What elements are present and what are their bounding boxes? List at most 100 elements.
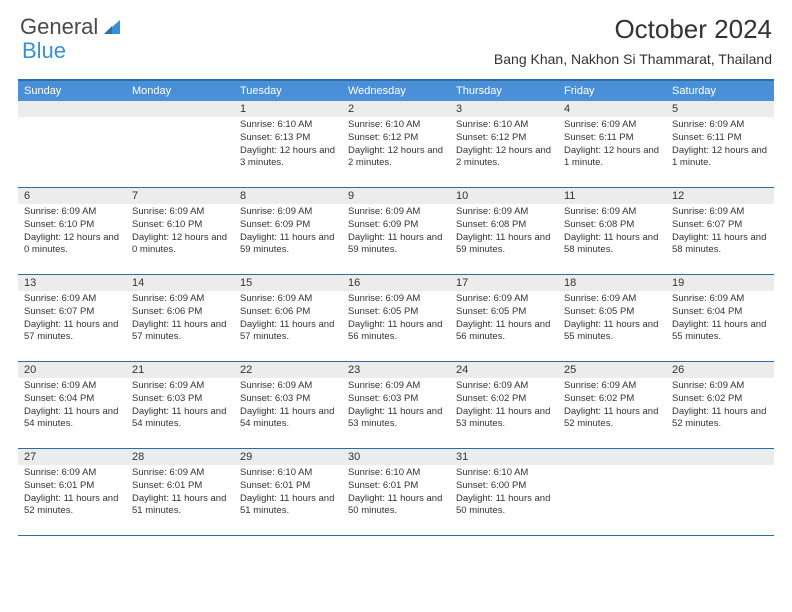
day-cell: 14Sunrise: 6:09 AMSunset: 6:06 PMDayligh… bbox=[126, 275, 234, 361]
day-cell: 24Sunrise: 6:09 AMSunset: 6:02 PMDayligh… bbox=[450, 362, 558, 448]
day-number: 28 bbox=[126, 449, 234, 465]
day-number: 20 bbox=[18, 362, 126, 378]
day-line: Sunset: 6:01 PM bbox=[348, 480, 444, 493]
day-line: Sunrise: 6:09 AM bbox=[456, 293, 552, 306]
day-line: Sunrise: 6:09 AM bbox=[672, 293, 768, 306]
day-header: Wednesday bbox=[342, 81, 450, 101]
day-line: Daylight: 11 hours and 51 minutes. bbox=[240, 493, 336, 519]
day-cell: 31Sunrise: 6:10 AMSunset: 6:00 PMDayligh… bbox=[450, 449, 558, 535]
day-number: 25 bbox=[558, 362, 666, 378]
logo: General bbox=[20, 14, 124, 40]
day-line: Sunset: 6:05 PM bbox=[564, 306, 660, 319]
day-line: Sunrise: 6:09 AM bbox=[240, 293, 336, 306]
day-line: Sunset: 6:10 PM bbox=[24, 219, 120, 232]
day-line: Daylight: 11 hours and 54 minutes. bbox=[24, 406, 120, 432]
day-line: Daylight: 11 hours and 52 minutes. bbox=[672, 406, 768, 432]
day-line: Daylight: 11 hours and 58 minutes. bbox=[672, 232, 768, 258]
day-number: 24 bbox=[450, 362, 558, 378]
day-number: 11 bbox=[558, 188, 666, 204]
day-cell: 21Sunrise: 6:09 AMSunset: 6:03 PMDayligh… bbox=[126, 362, 234, 448]
day-line: Sunrise: 6:10 AM bbox=[348, 119, 444, 132]
day-body: Sunrise: 6:10 AMSunset: 6:00 PMDaylight:… bbox=[450, 465, 558, 522]
day-line: Daylight: 11 hours and 53 minutes. bbox=[456, 406, 552, 432]
day-line: Sunrise: 6:09 AM bbox=[240, 380, 336, 393]
day-number: 3 bbox=[450, 101, 558, 117]
day-cell: 8Sunrise: 6:09 AMSunset: 6:09 PMDaylight… bbox=[234, 188, 342, 274]
day-number: 23 bbox=[342, 362, 450, 378]
day-number: 12 bbox=[666, 188, 774, 204]
day-body: Sunrise: 6:09 AMSunset: 6:11 PMDaylight:… bbox=[666, 117, 774, 174]
day-number: 13 bbox=[18, 275, 126, 291]
day-body: Sunrise: 6:09 AMSunset: 6:09 PMDaylight:… bbox=[342, 204, 450, 261]
day-line: Sunset: 6:04 PM bbox=[24, 393, 120, 406]
day-headers-row: SundayMondayTuesdayWednesdayThursdayFrid… bbox=[18, 81, 774, 101]
day-number: 10 bbox=[450, 188, 558, 204]
logo-text-1: General bbox=[20, 14, 98, 40]
day-cell: 9Sunrise: 6:09 AMSunset: 6:09 PMDaylight… bbox=[342, 188, 450, 274]
day-header: Thursday bbox=[450, 81, 558, 101]
day-number bbox=[666, 449, 774, 465]
day-line: Daylight: 11 hours and 54 minutes. bbox=[132, 406, 228, 432]
day-line: Sunset: 6:07 PM bbox=[24, 306, 120, 319]
day-line: Daylight: 11 hours and 52 minutes. bbox=[564, 406, 660, 432]
day-body: Sunrise: 6:10 AMSunset: 6:12 PMDaylight:… bbox=[342, 117, 450, 174]
day-line: Sunset: 6:02 PM bbox=[564, 393, 660, 406]
day-body: Sunrise: 6:09 AMSunset: 6:09 PMDaylight:… bbox=[234, 204, 342, 261]
week-row: 27Sunrise: 6:09 AMSunset: 6:01 PMDayligh… bbox=[18, 449, 774, 536]
day-line: Sunrise: 6:09 AM bbox=[348, 380, 444, 393]
day-line: Sunrise: 6:09 AM bbox=[132, 467, 228, 480]
day-line: Sunrise: 6:09 AM bbox=[672, 119, 768, 132]
day-body: Sunrise: 6:09 AMSunset: 6:07 PMDaylight:… bbox=[666, 204, 774, 261]
day-cell: 28Sunrise: 6:09 AMSunset: 6:01 PMDayligh… bbox=[126, 449, 234, 535]
day-cell: 26Sunrise: 6:09 AMSunset: 6:02 PMDayligh… bbox=[666, 362, 774, 448]
day-line: Daylight: 11 hours and 52 minutes. bbox=[24, 493, 120, 519]
day-cell: 16Sunrise: 6:09 AMSunset: 6:05 PMDayligh… bbox=[342, 275, 450, 361]
day-line: Sunset: 6:01 PM bbox=[24, 480, 120, 493]
day-line: Sunrise: 6:09 AM bbox=[564, 119, 660, 132]
day-line: Sunrise: 6:09 AM bbox=[564, 380, 660, 393]
day-line: Daylight: 12 hours and 2 minutes. bbox=[348, 145, 444, 171]
day-cell bbox=[666, 449, 774, 535]
day-cell: 3Sunrise: 6:10 AMSunset: 6:12 PMDaylight… bbox=[450, 101, 558, 187]
location: Bang Khan, Nakhon Si Thammarat, Thailand bbox=[494, 51, 772, 67]
day-body: Sunrise: 6:09 AMSunset: 6:04 PMDaylight:… bbox=[666, 291, 774, 348]
title-block: October 2024 Bang Khan, Nakhon Si Thamma… bbox=[494, 14, 772, 67]
logo-sail-icon bbox=[102, 18, 122, 36]
day-line: Sunrise: 6:09 AM bbox=[456, 206, 552, 219]
day-body bbox=[18, 117, 126, 123]
day-header: Friday bbox=[558, 81, 666, 101]
day-line: Sunrise: 6:09 AM bbox=[564, 293, 660, 306]
day-line: Daylight: 11 hours and 55 minutes. bbox=[672, 319, 768, 345]
day-line: Sunrise: 6:09 AM bbox=[348, 293, 444, 306]
day-line: Daylight: 12 hours and 2 minutes. bbox=[456, 145, 552, 171]
day-body bbox=[126, 117, 234, 123]
day-line: Sunrise: 6:09 AM bbox=[132, 380, 228, 393]
day-line: Daylight: 11 hours and 58 minutes. bbox=[564, 232, 660, 258]
day-cell: 2Sunrise: 6:10 AMSunset: 6:12 PMDaylight… bbox=[342, 101, 450, 187]
day-line: Sunrise: 6:10 AM bbox=[240, 467, 336, 480]
day-line: Daylight: 12 hours and 0 minutes. bbox=[24, 232, 120, 258]
day-line: Sunset: 6:06 PM bbox=[132, 306, 228, 319]
day-body: Sunrise: 6:09 AMSunset: 6:11 PMDaylight:… bbox=[558, 117, 666, 174]
day-cell: 17Sunrise: 6:09 AMSunset: 6:05 PMDayligh… bbox=[450, 275, 558, 361]
day-line: Daylight: 11 hours and 56 minutes. bbox=[456, 319, 552, 345]
day-cell: 13Sunrise: 6:09 AMSunset: 6:07 PMDayligh… bbox=[18, 275, 126, 361]
day-cell bbox=[558, 449, 666, 535]
day-number: 9 bbox=[342, 188, 450, 204]
day-line: Daylight: 11 hours and 57 minutes. bbox=[132, 319, 228, 345]
day-line: Sunrise: 6:09 AM bbox=[24, 380, 120, 393]
day-cell: 19Sunrise: 6:09 AMSunset: 6:04 PMDayligh… bbox=[666, 275, 774, 361]
day-line: Sunrise: 6:09 AM bbox=[672, 380, 768, 393]
day-line: Sunrise: 6:09 AM bbox=[564, 206, 660, 219]
day-line: Daylight: 11 hours and 53 minutes. bbox=[348, 406, 444, 432]
day-number: 30 bbox=[342, 449, 450, 465]
day-line: Sunset: 6:10 PM bbox=[132, 219, 228, 232]
day-line: Sunrise: 6:09 AM bbox=[348, 206, 444, 219]
day-line: Sunset: 6:08 PM bbox=[456, 219, 552, 232]
day-body: Sunrise: 6:09 AMSunset: 6:02 PMDaylight:… bbox=[666, 378, 774, 435]
day-body: Sunrise: 6:09 AMSunset: 6:03 PMDaylight:… bbox=[234, 378, 342, 435]
day-cell: 6Sunrise: 6:09 AMSunset: 6:10 PMDaylight… bbox=[18, 188, 126, 274]
day-line: Daylight: 11 hours and 51 minutes. bbox=[132, 493, 228, 519]
day-body: Sunrise: 6:10 AMSunset: 6:01 PMDaylight:… bbox=[342, 465, 450, 522]
day-number: 14 bbox=[126, 275, 234, 291]
